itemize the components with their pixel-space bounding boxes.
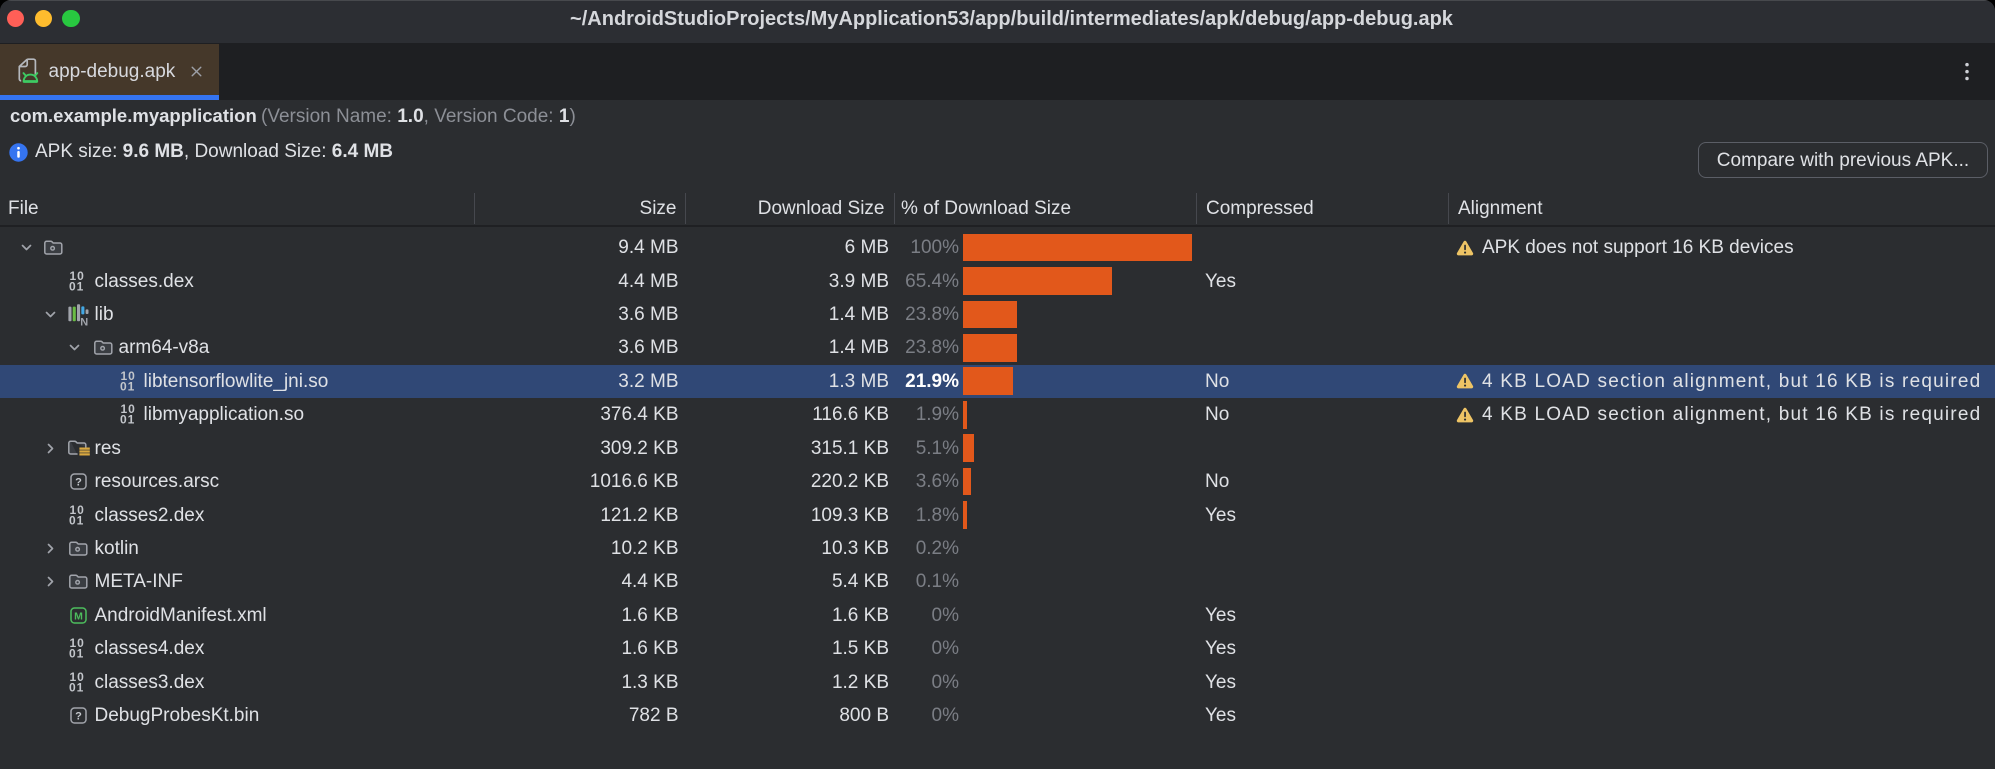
svg-text:01: 01 bbox=[69, 279, 84, 293]
svg-text:10: 10 bbox=[121, 370, 136, 383]
svg-text:N: N bbox=[80, 316, 88, 326]
svg-text:10: 10 bbox=[121, 403, 136, 416]
svg-text:10: 10 bbox=[70, 270, 85, 283]
svg-text:?: ? bbox=[75, 711, 82, 723]
svg-text:10: 10 bbox=[70, 637, 85, 650]
svg-text:10: 10 bbox=[70, 671, 85, 684]
svg-text:01: 01 bbox=[69, 647, 84, 661]
svg-text:M: M bbox=[74, 610, 83, 622]
svg-text:01: 01 bbox=[69, 680, 84, 694]
svg-text:01: 01 bbox=[120, 379, 135, 393]
svg-text:10: 10 bbox=[70, 504, 85, 517]
svg-text:?: ? bbox=[75, 477, 82, 489]
svg-text:01: 01 bbox=[69, 513, 84, 527]
svg-text:01: 01 bbox=[120, 413, 135, 427]
